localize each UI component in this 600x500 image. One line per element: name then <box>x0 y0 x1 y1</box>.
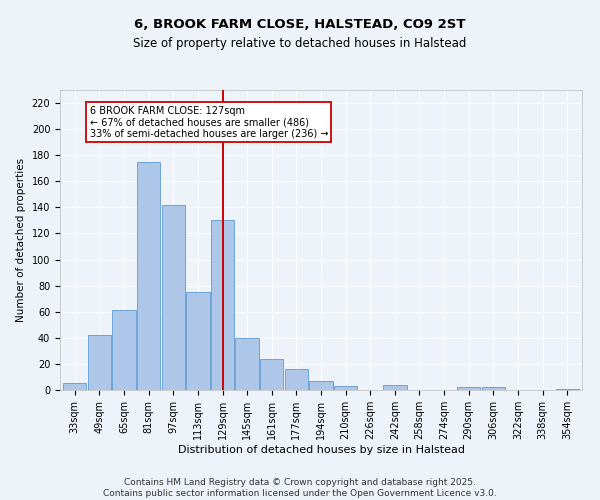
Y-axis label: Number of detached properties: Number of detached properties <box>16 158 26 322</box>
Bar <box>457 388 481 390</box>
Bar <box>482 388 505 390</box>
Text: Contains HM Land Registry data © Crown copyright and database right 2025.
Contai: Contains HM Land Registry data © Crown c… <box>103 478 497 498</box>
Bar <box>88 335 111 390</box>
Bar <box>186 292 209 390</box>
Text: Size of property relative to detached houses in Halstead: Size of property relative to detached ho… <box>133 38 467 51</box>
Text: 6, BROOK FARM CLOSE, HALSTEAD, CO9 2ST: 6, BROOK FARM CLOSE, HALSTEAD, CO9 2ST <box>134 18 466 30</box>
Bar <box>556 388 579 390</box>
Bar <box>334 386 358 390</box>
Bar <box>112 310 136 390</box>
X-axis label: Distribution of detached houses by size in Halstead: Distribution of detached houses by size … <box>178 444 464 454</box>
Text: 6 BROOK FARM CLOSE: 127sqm
← 67% of detached houses are smaller (486)
33% of sem: 6 BROOK FARM CLOSE: 127sqm ← 67% of deta… <box>89 106 328 139</box>
Bar <box>161 205 185 390</box>
Bar <box>383 385 407 390</box>
Bar <box>284 369 308 390</box>
Bar <box>137 162 160 390</box>
Bar <box>211 220 234 390</box>
Bar <box>310 381 332 390</box>
Bar <box>260 358 283 390</box>
Bar <box>235 338 259 390</box>
Bar <box>63 384 86 390</box>
